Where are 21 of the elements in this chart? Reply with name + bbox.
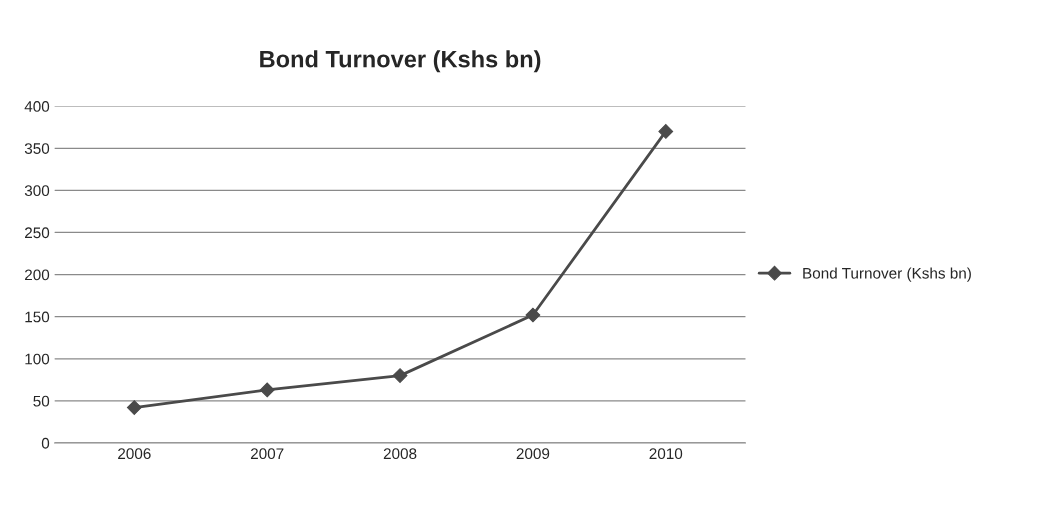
y-tick-label: 50 [33, 395, 50, 407]
y-tick-label: 100 [25, 353, 50, 365]
point [525, 307, 541, 323]
y-tick-label: 200 [25, 269, 50, 281]
point [259, 382, 275, 398]
y-tick-label: 250 [25, 227, 50, 239]
y-tick-label: 300 [24, 185, 50, 197]
y-tick-label: 150 [25, 311, 50, 323]
point [392, 368, 408, 384]
x-tick-label: 2006 [118, 448, 151, 460]
legend-label: Bond Turnover (Kshs bn) [803, 267, 971, 282]
point [658, 124, 674, 139]
y-tick-label: 0 [41, 437, 50, 449]
chart-title: Bond Turnover (Kshs bn) [260, 50, 541, 73]
x-tick-label: 2009 [516, 448, 550, 460]
x-tick-label: 2008 [383, 448, 417, 460]
point [126, 400, 142, 416]
x-tick-label: 2010 [649, 448, 683, 460]
y-tick-label: 350 [24, 143, 50, 154]
y-tick-label: 400 [24, 101, 50, 112]
x-tick-label: 2007 [250, 448, 284, 460]
